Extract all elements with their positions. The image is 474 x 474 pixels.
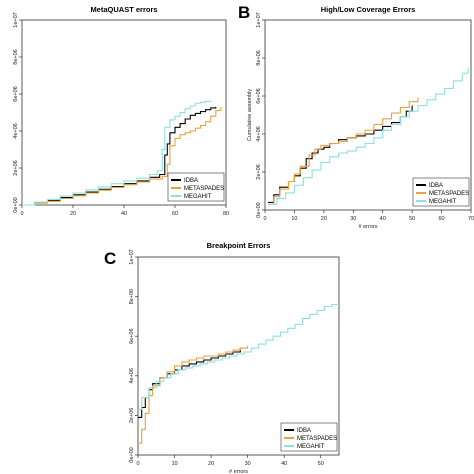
x-tick-label: 80 bbox=[223, 211, 229, 217]
plot-frame bbox=[137, 256, 340, 456]
chart-panel-2: B High/Low Coverage Errors 0 10 20 30 40 50 60 70… bbox=[238, 3, 474, 230]
chart-panel-3: C Breakpoint Errors 0 10 20 30 40 50 0e+00 2e+06 4… bbox=[104, 241, 340, 474]
x-tick-label: 20 bbox=[321, 216, 327, 222]
legend-label: MEGAHIT bbox=[297, 444, 325, 450]
x-tick-label: 30 bbox=[350, 216, 356, 222]
legend-label: METASPADES bbox=[429, 191, 469, 197]
legend-label: METASPADES bbox=[297, 436, 337, 442]
legend-label: IDBA bbox=[429, 183, 443, 189]
panel-label: C bbox=[104, 249, 116, 268]
series-line-megahit bbox=[267, 67, 469, 205]
y-tick-label: 2e+06 bbox=[129, 408, 135, 423]
x-tick-label: 50 bbox=[409, 216, 415, 222]
series-line-metaspades bbox=[138, 346, 249, 444]
x-tick-label: 20 bbox=[208, 461, 214, 467]
chart-panel-1: MetaQUAST errors 0 20 40 60 80 0e+00 2e+06 4e+06… bbox=[13, 5, 229, 217]
series-line-megahit bbox=[138, 303, 339, 411]
y-tick-label: 6e+06 bbox=[256, 88, 262, 103]
y-axis-label: Cumulative assembly bbox=[247, 89, 253, 142]
legend-label: IDBA bbox=[297, 428, 311, 434]
y-tick-label: 6e+06 bbox=[129, 328, 135, 343]
series-line-metaspades bbox=[267, 97, 419, 205]
y-tick-label: 8e+06 bbox=[129, 289, 135, 304]
panel-label: B bbox=[238, 3, 250, 22]
x-tick-label: 10 bbox=[291, 216, 297, 222]
series-line-metaspades bbox=[22, 106, 222, 206]
y-tick-label: 2e+06 bbox=[256, 164, 262, 179]
y-tick-label: 4e+06 bbox=[13, 123, 19, 138]
y-tick-label: 1e+07 bbox=[129, 249, 135, 264]
chart-title: Breakpoint Errors bbox=[207, 241, 271, 250]
y-tick-label: 2e+06 bbox=[13, 160, 19, 175]
x-tick-label: 20 bbox=[70, 211, 76, 217]
x-tick-label: 0 bbox=[263, 216, 266, 222]
chart-title: MetaQUAST errors bbox=[90, 5, 157, 14]
y-tick-label: 0e+00 bbox=[256, 202, 262, 217]
x-tick-label: 40 bbox=[380, 216, 386, 222]
legend-label: MEGAHIT bbox=[184, 194, 212, 200]
x-tick-label: 40 bbox=[121, 211, 127, 217]
legend-label: MEGAHIT bbox=[429, 199, 457, 205]
legend-label: IDBA bbox=[184, 178, 198, 184]
y-tick-label: 0e+00 bbox=[13, 197, 19, 212]
y-tick-label: 8e+06 bbox=[13, 49, 19, 64]
y-tick-label: 0e+00 bbox=[129, 447, 135, 462]
x-tick-label: 50 bbox=[318, 461, 324, 467]
plot-frame bbox=[264, 19, 472, 211]
x-tick-label: 0 bbox=[136, 461, 139, 467]
y-tick-label: 1e+07 bbox=[256, 12, 262, 27]
y-tick-label: 8e+06 bbox=[256, 50, 262, 65]
chart-title: High/Low Coverage Errors bbox=[321, 5, 416, 14]
x-tick-label: 60 bbox=[172, 211, 178, 217]
x-tick-label: 40 bbox=[281, 461, 287, 467]
x-axis-label: # errors bbox=[359, 224, 378, 230]
y-tick-label: 4e+06 bbox=[129, 368, 135, 383]
x-tick-label: 70 bbox=[468, 216, 474, 222]
y-tick-label: 1e+07 bbox=[13, 12, 19, 27]
x-tick-label: 0 bbox=[20, 211, 23, 217]
y-tick-label: 4e+06 bbox=[256, 126, 262, 141]
x-tick-label: 30 bbox=[245, 461, 251, 467]
x-tick-label: 10 bbox=[171, 461, 177, 467]
x-axis-label: # errors bbox=[229, 469, 248, 474]
legend-label: METASPADES bbox=[184, 186, 224, 192]
y-tick-label: 6e+06 bbox=[13, 86, 19, 101]
series-line-megahit bbox=[22, 100, 212, 206]
series-line-idba bbox=[267, 105, 413, 203]
x-tick-label: 60 bbox=[439, 216, 445, 222]
